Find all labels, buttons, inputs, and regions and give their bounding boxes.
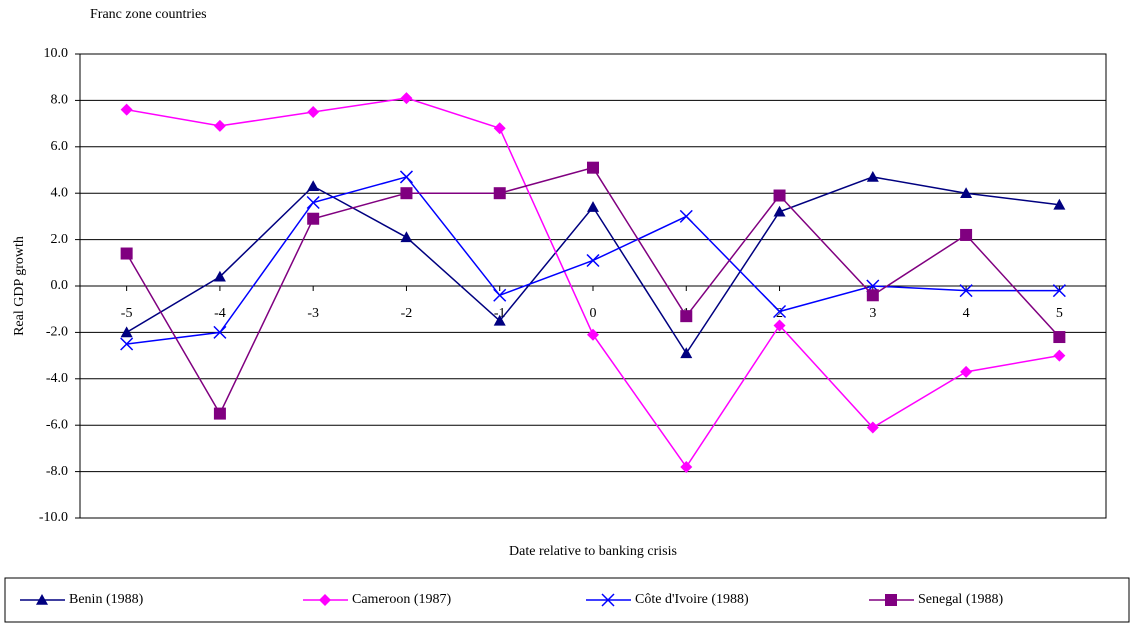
legend-label: Cameroon (1987) [352,592,451,607]
y-tick-label: -10.0 [39,510,68,525]
x-tick-label: -2 [401,306,413,321]
marker [773,189,786,202]
x-tick-label: -5 [121,306,133,321]
marker [866,289,879,302]
marker [866,421,879,434]
marker [120,103,133,116]
marker [399,170,413,184]
legend-label: Benin (1988) [69,592,144,607]
marker [587,161,599,174]
legend-label: Senegal (1988) [918,592,1003,607]
marker [960,187,973,198]
y-tick-label: 6.0 [51,139,69,154]
x-tick-label: 3 [869,306,876,321]
marker [1053,198,1066,210]
marker [960,365,973,378]
marker [400,92,413,105]
legend-marker [885,594,897,606]
x-tick-label: 0 [590,306,597,321]
x-axis-label: Date relative to banking crisis [509,544,677,559]
marker [866,170,879,182]
marker [1053,331,1066,344]
marker [400,187,413,200]
marker [493,122,506,135]
marker [959,284,973,298]
marker [307,212,320,225]
legend-label: Côte d'Ivoire (1988) [635,592,749,607]
y-tick-label: 4.0 [51,185,69,200]
marker [493,288,507,302]
x-tick-label: 5 [1056,306,1063,321]
legend-marker [319,594,331,606]
marker [120,337,134,351]
marker [773,319,786,332]
marker [680,310,693,323]
marker [493,314,506,326]
marker [773,205,786,217]
marker [679,209,693,223]
x-tick-label: -1 [494,306,506,321]
marker [586,253,600,268]
x-tick-label: 2 [776,306,783,321]
x-tick-label: 4 [963,306,970,321]
y-tick-label: -8.0 [46,464,68,479]
marker [1053,349,1066,362]
marker [680,347,693,359]
plot-frame [79,53,1107,519]
marker [306,195,320,210]
marker [773,304,787,319]
y-tick-label: 8.0 [51,93,69,108]
marker [213,119,226,132]
marker [213,270,226,282]
x-tick-label: -3 [307,306,319,321]
y-tick-label: 10.0 [44,46,69,61]
y-axis-label: Real GDP growth [12,236,27,336]
legend-box [4,577,1130,623]
y-tick-label: -6.0 [46,417,68,432]
y-tick-label: -4.0 [46,371,68,386]
marker [120,247,133,260]
marker [307,180,320,192]
marker [587,201,599,212]
marker [400,231,413,243]
y-tick-label: 0.0 [51,278,69,293]
legend-marker [601,593,615,607]
marker [680,460,693,473]
y-tick-label: 2.0 [51,232,69,247]
marker [960,228,973,241]
marker [587,328,599,341]
x-tick-label: -4 [214,306,226,321]
marker [493,187,506,200]
marker [213,325,227,339]
marker [1052,284,1066,298]
series-line [126,97,1060,469]
marker [120,326,133,338]
marker [307,106,320,118]
legend-marker [36,594,48,605]
chart-title: Franc zone countries [90,7,207,22]
y-tick-label: -2.0 [46,325,68,340]
marker [213,407,226,420]
